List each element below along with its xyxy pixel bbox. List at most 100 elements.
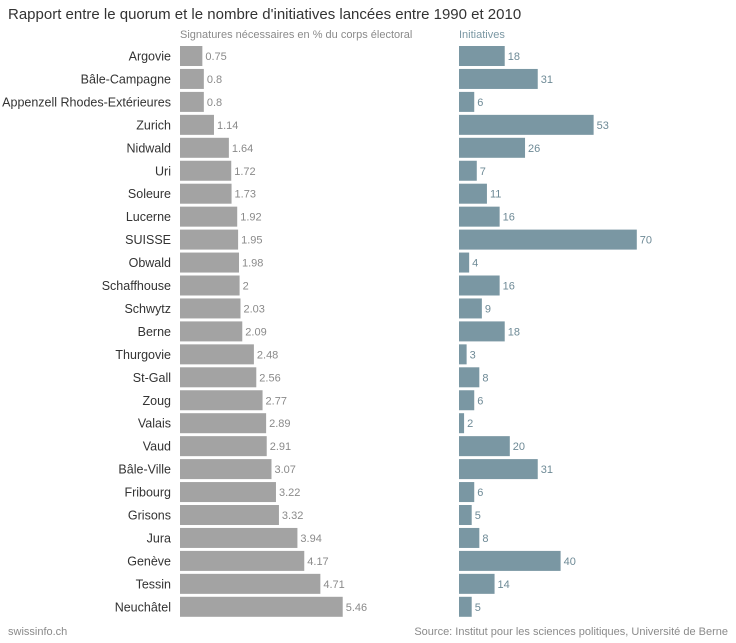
initiatives-value-bale-campagne: 31 bbox=[541, 74, 553, 86]
initiatives-value-fribourg: 6 bbox=[477, 487, 483, 499]
initiatives-bar-schwytz bbox=[459, 298, 482, 319]
quorum-value-soleure: 1.73 bbox=[235, 189, 256, 201]
quorum-bar-grisons bbox=[180, 505, 279, 525]
quorum-panel-title: Signatures nécessaires en % du corps éle… bbox=[180, 29, 413, 41]
initiatives-bar-zurich bbox=[459, 114, 594, 135]
quorum-value-valais: 2.89 bbox=[269, 418, 290, 430]
quorum-bar-vaud bbox=[180, 436, 267, 457]
initiatives-bar-bale-campagne bbox=[459, 68, 538, 89]
quorum-value-zoug: 2.77 bbox=[266, 395, 287, 407]
initiatives-value-berne: 18 bbox=[508, 326, 520, 338]
category-label-uri: Uri bbox=[155, 164, 171, 178]
initiatives-value-neuchatel: 5 bbox=[475, 602, 481, 614]
quorum-value-bale-campagne: 0.8 bbox=[207, 74, 222, 86]
initiatives-value-zurich: 53 bbox=[597, 120, 609, 132]
initiatives-bar-grisons bbox=[459, 505, 472, 525]
initiatives-value-lucerne: 16 bbox=[503, 212, 515, 224]
quorum-value-obwald: 1.98 bbox=[242, 258, 263, 270]
initiatives-value-zoug: 6 bbox=[477, 395, 483, 407]
initiatives-bar-argovie bbox=[459, 46, 505, 66]
quorum-value-bale-ville: 3.07 bbox=[274, 464, 295, 476]
initiatives-bar-suisse bbox=[459, 229, 637, 250]
category-label-zoug: Zoug bbox=[143, 394, 172, 408]
initiatives-value-schaffhouse: 16 bbox=[503, 281, 515, 293]
quorum-bar-argovie bbox=[180, 46, 203, 66]
category-label-schwytz: Schwytz bbox=[124, 302, 171, 316]
quorum-value-tessin: 4.71 bbox=[323, 579, 344, 591]
initiatives-value-soleure: 11 bbox=[490, 189, 501, 201]
category-label-grisons: Grisons bbox=[128, 509, 171, 523]
initiatives-value-obwald: 4 bbox=[472, 258, 478, 270]
initiatives-bar-lucerne bbox=[459, 206, 500, 227]
quorum-value-jura: 3.94 bbox=[300, 533, 321, 545]
quorum-value-fribourg: 3.22 bbox=[279, 487, 300, 499]
initiatives-value-uri: 7 bbox=[480, 166, 486, 178]
category-label-vaud: Vaud bbox=[143, 440, 171, 454]
quorum-value-uri: 1.72 bbox=[234, 166, 255, 178]
category-label-nidwald: Nidwald bbox=[127, 141, 172, 155]
category-label-jura: Jura bbox=[147, 531, 171, 545]
quorum-value-appenzell-rhodes-exterieures: 0.8 bbox=[207, 97, 222, 109]
category-label-zurich: Zurich bbox=[136, 118, 171, 132]
initiatives-value-jura: 8 bbox=[482, 533, 488, 545]
category-label-berne: Berne bbox=[138, 325, 171, 339]
quorum-value-st-gall: 2.56 bbox=[259, 372, 280, 384]
footer-source: Source: Institut pour les sciences polit… bbox=[414, 626, 728, 638]
category-label-suisse: SUISSE bbox=[125, 233, 171, 247]
quorum-value-suisse: 1.95 bbox=[241, 235, 262, 247]
quorum-value-lucerne: 1.92 bbox=[240, 212, 261, 224]
initiatives-bar-geneve bbox=[459, 550, 561, 571]
quorum-bar-neuchatel bbox=[180, 596, 343, 617]
quorum-bar-zoug bbox=[180, 390, 263, 411]
initiatives-bar-st-gall bbox=[459, 367, 480, 388]
quorum-value-nidwald: 1.64 bbox=[232, 143, 253, 155]
quorum-bar-soleure bbox=[180, 183, 232, 204]
initiatives-bar-jura bbox=[459, 527, 480, 548]
initiatives-value-argovie: 18 bbox=[508, 51, 520, 63]
quorum-value-grisons: 3.32 bbox=[282, 510, 303, 522]
category-label-bale-ville: Bâle-Ville bbox=[118, 463, 171, 477]
initiatives-value-bale-ville: 31 bbox=[541, 464, 553, 476]
quorum-value-neuchatel: 5.46 bbox=[346, 602, 367, 614]
quorum-value-schaffhouse: 2 bbox=[243, 281, 249, 293]
quorum-bar-appenzell-rhodes-exterieures bbox=[180, 91, 204, 112]
quorum-bar-thurgovie bbox=[180, 344, 254, 365]
category-label-geneve: Genève bbox=[127, 554, 171, 568]
quorum-value-thurgovie: 2.48 bbox=[257, 349, 278, 361]
initiatives-value-grisons: 5 bbox=[475, 510, 481, 522]
initiatives-bar-schaffhouse bbox=[459, 275, 500, 296]
quorum-bar-schwytz bbox=[180, 298, 241, 319]
quorum-bar-schaffhouse bbox=[180, 275, 240, 296]
initiatives-bar-fribourg bbox=[459, 482, 475, 503]
quorum-bar-tessin bbox=[180, 573, 321, 594]
category-label-soleure: Soleure bbox=[128, 187, 171, 201]
quorum-bar-st-gall bbox=[180, 367, 257, 388]
category-label-valais: Valais bbox=[138, 417, 171, 431]
initiatives-bar-soleure bbox=[459, 183, 487, 204]
initiatives-bar-valais bbox=[459, 413, 465, 434]
quorum-value-vaud: 2.91 bbox=[270, 441, 291, 453]
initiatives-bar-nidwald bbox=[459, 137, 526, 158]
quorum-bar-uri bbox=[180, 160, 232, 181]
initiatives-panel-title: Initiatives bbox=[459, 29, 505, 41]
initiatives-bar-tessin bbox=[459, 573, 495, 594]
quorum-bar-bale-ville bbox=[180, 459, 272, 480]
footer-credit: swissinfo.ch bbox=[8, 626, 68, 638]
quorum-value-schwytz: 2.03 bbox=[243, 303, 264, 315]
initiatives-bar-appenzell-rhodes-exterieures bbox=[459, 91, 475, 112]
quorum-value-zurich: 1.14 bbox=[217, 120, 238, 132]
initiatives-value-schwytz: 9 bbox=[485, 303, 491, 315]
chart-title: Rapport entre le quorum et le nombre d'i… bbox=[8, 6, 522, 23]
category-label-schaffhouse: Schaffhouse bbox=[102, 279, 171, 293]
initiatives-value-geneve: 40 bbox=[564, 556, 576, 568]
quorum-bar-jura bbox=[180, 527, 298, 548]
category-label-fribourg: Fribourg bbox=[124, 486, 171, 500]
category-label-bale-campagne: Bâle-Campagne bbox=[81, 72, 171, 86]
quorum-bar-fribourg bbox=[180, 482, 276, 503]
category-label-neuchatel: Neuchâtel bbox=[115, 600, 171, 614]
initiatives-bar-obwald bbox=[459, 252, 470, 273]
category-label-argovie: Argovie bbox=[129, 50, 171, 64]
initiatives-value-valais: 2 bbox=[467, 418, 473, 430]
quorum-value-geneve: 4.17 bbox=[307, 556, 328, 568]
